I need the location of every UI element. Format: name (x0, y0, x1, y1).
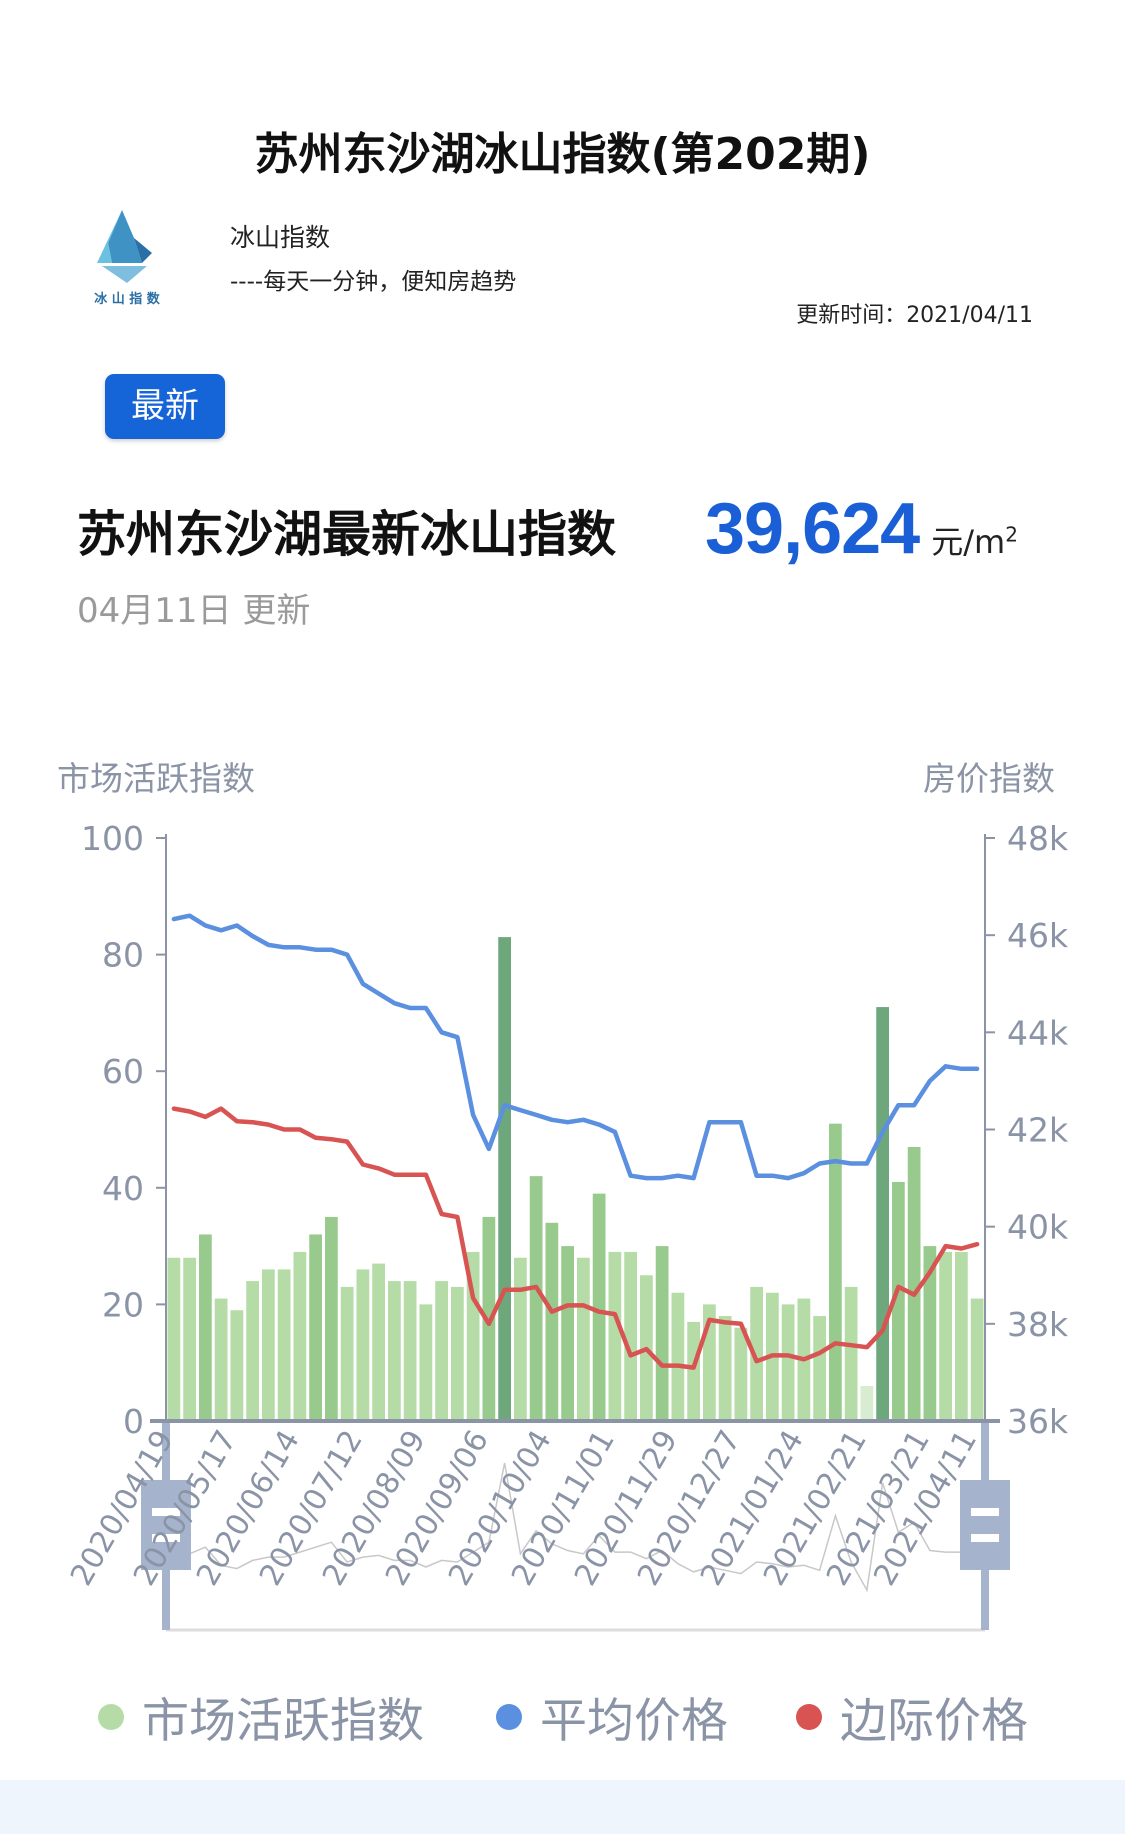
right-tick-label: 46k (1007, 916, 1069, 955)
legend: 市场活跃指数 平均价格 边际价格 (0, 1682, 1125, 1752)
left-tick-label: 40 (102, 1169, 144, 1208)
legend-dot (796, 1703, 822, 1730)
legend-item-marginal-price[interactable]: 边际价格 (796, 1682, 1028, 1751)
bar (309, 1234, 322, 1421)
bar (214, 1298, 228, 1421)
right-tick-label: 42k (1007, 1111, 1069, 1150)
iceberg-logo: 冰 山 指 数 (94, 210, 161, 307)
line-边际价格 (171, 1106, 980, 1370)
legend-item-activity[interactable]: 市场活跃指数 (98, 1682, 424, 1751)
right-tick-label: 40k (1007, 1208, 1069, 1247)
bar (435, 1281, 448, 1421)
brand-name: 冰山指数 (230, 223, 331, 252)
bar (876, 1007, 889, 1421)
handle-grip (152, 1534, 180, 1542)
bar (451, 1286, 464, 1421)
index-price: 39,624 (705, 489, 920, 569)
bar (340, 1286, 354, 1421)
bottom-band (0, 1780, 1125, 1834)
bar (167, 1257, 181, 1421)
bar (844, 1286, 858, 1421)
bar (923, 1246, 937, 1421)
bar (860, 1386, 874, 1421)
bar (356, 1269, 370, 1421)
slider-preview-line (173, 1462, 978, 1593)
left-tick-label: 0 (123, 1402, 144, 1441)
legend-dot (98, 1703, 124, 1730)
right-tick-label: 36k (1007, 1402, 1069, 1441)
bar (325, 1216, 338, 1421)
index-heading: 苏州东沙湖最新冰山指数 (77, 506, 617, 563)
handle-grip (971, 1508, 999, 1516)
right-axis-title: 房价指数 (923, 759, 1055, 798)
slider-right-handle[interactable] (960, 1480, 1010, 1570)
bar (734, 1327, 748, 1421)
bar (419, 1304, 433, 1421)
bar (624, 1251, 637, 1421)
bar (230, 1310, 244, 1421)
price-unit: 元/m2 (931, 517, 1018, 563)
left-tick-label: 20 (102, 1285, 144, 1324)
bar (561, 1246, 574, 1421)
bar (781, 1304, 795, 1421)
svg-text:冰 山 指 数: 冰 山 指 数 (94, 291, 161, 307)
bar (372, 1263, 385, 1421)
unit-sup: 2 (1005, 522, 1018, 547)
update-time: 更新时间：2021/04/11 (796, 303, 1033, 328)
bar (750, 1286, 763, 1421)
legend-label: 平均价格 (540, 1694, 728, 1749)
right-tick-label: 44k (1007, 1013, 1069, 1052)
slider-left-handle[interactable] (141, 1480, 191, 1570)
price-row: 39,624 元/m2 (705, 488, 1018, 570)
bar (655, 1246, 669, 1421)
bar (577, 1257, 590, 1421)
bar (199, 1234, 212, 1421)
legend-label: 边际价格 (840, 1694, 1028, 1749)
handle-grip (971, 1534, 999, 1542)
bar (498, 937, 511, 1421)
bar (813, 1316, 826, 1421)
page-title: 苏州东沙湖冰山指数(第202期) (254, 129, 871, 180)
slogan: ----每天一分钟，便知房趋势 (230, 269, 517, 295)
bar (687, 1321, 700, 1421)
bar (970, 1298, 984, 1421)
right-tick-label: 48k (1007, 819, 1069, 858)
bar (829, 1123, 842, 1421)
bar (955, 1251, 968, 1421)
chart: 02040608010036k38k40k42k44k46k48k2020/04… (64, 819, 1069, 1632)
line-平均价格 (171, 913, 980, 1181)
bar (183, 1257, 196, 1421)
legend-dot (496, 1703, 522, 1730)
bar (608, 1251, 622, 1421)
bar (529, 1176, 543, 1421)
right-tick-label: 38k (1007, 1305, 1069, 1344)
handle-grip (152, 1508, 180, 1516)
bar (671, 1292, 685, 1421)
bar (718, 1316, 732, 1421)
bar (592, 1193, 606, 1421)
bar (892, 1181, 905, 1421)
bar (262, 1269, 275, 1421)
bar (403, 1281, 417, 1421)
unit-text: 元/m (931, 523, 1006, 561)
legend-item-avg-price[interactable]: 平均价格 (496, 1682, 728, 1751)
left-tick-label: 100 (81, 819, 144, 858)
bar (466, 1251, 480, 1421)
bar (514, 1257, 527, 1421)
legend-label: 市场活跃指数 (142, 1694, 424, 1749)
left-tick-label: 80 (102, 936, 144, 975)
left-axis-title: 市场活跃指数 (57, 759, 255, 798)
bar (907, 1146, 921, 1421)
latest-badge[interactable]: 最新 (105, 374, 225, 439)
bar (246, 1281, 259, 1421)
bar (293, 1251, 307, 1421)
bar (277, 1269, 291, 1421)
update-date: 04月11日 更新 (77, 591, 311, 631)
bar (939, 1251, 952, 1421)
left-tick-label: 60 (102, 1052, 144, 1091)
bar (545, 1222, 559, 1421)
bar (388, 1281, 401, 1421)
